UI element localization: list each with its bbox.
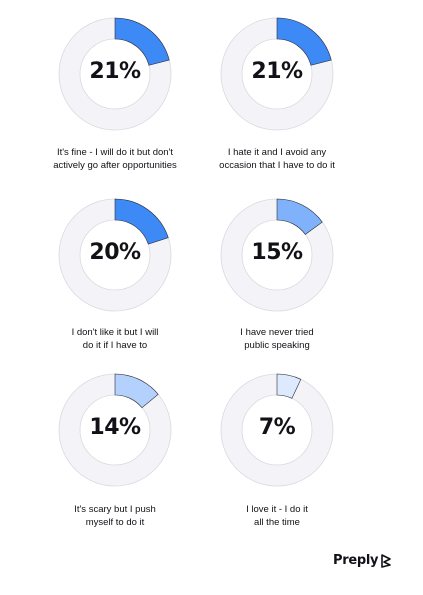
- donut-percent-label: 7%: [258, 415, 296, 440]
- donut-slice: [114, 17, 170, 66]
- donut-slice: [114, 373, 159, 409]
- donut-chart-1: 21% It's fine - I will do it but don't act…: [53, 17, 208, 176]
- donut-slice: [276, 17, 332, 66]
- donut-category-label-line: It's fine - I will do it but don't: [56, 147, 174, 158]
- donut-ring: [220, 17, 334, 131]
- preply-logo: Preply: [333, 553, 392, 568]
- donut-category-label: I don't like it but I will do it if I hav…: [40, 326, 190, 352]
- donut-category-label-line: myself to do it: [85, 517, 145, 528]
- donut-category-label-line: public speaking: [244, 340, 310, 351]
- donut-ring: [58, 373, 172, 487]
- donut-ring: [58, 198, 172, 312]
- donut-chart-2: 21% I hate it and I avoid any occasion tha…: [219, 17, 370, 176]
- donut-category-label-line: I have never tried: [240, 327, 314, 338]
- donut-chart-6: 7% I love it - I do it all the time: [220, 373, 370, 533]
- donut-ring: [220, 198, 334, 312]
- donut-slice: [114, 198, 169, 245]
- donut-category-label-line: occasion that I have to do it: [219, 160, 335, 171]
- donut-percent-label: 21%: [251, 59, 303, 84]
- donut-category-label: I love it - I do it all the time: [202, 503, 352, 529]
- donut-category-label-line: do it if I have to: [82, 340, 148, 351]
- donut-category-label: I hate it and I avoid any occasion that I…: [202, 146, 352, 172]
- donut-category-label-line: all the time: [254, 517, 300, 528]
- donut-category-label: It's scary but I push myself to do it: [40, 503, 190, 529]
- donut-category-label-line: I hate it and I avoid any: [227, 147, 327, 158]
- donut-chart-5: 14% It's scary but I push myself to do it: [58, 373, 208, 533]
- donut-ring: [220, 373, 334, 487]
- brand-name: Preply: [333, 553, 379, 568]
- donut-category-label-line: I don't like it but I will: [71, 327, 159, 338]
- donut-category-label: I have never tried public speaking: [202, 326, 352, 352]
- donut-category-label: It's fine - I will do it but don't active…: [40, 146, 190, 172]
- donut-slice: [276, 198, 323, 235]
- donut-slice: [276, 373, 302, 399]
- donut-ring: [58, 17, 172, 131]
- donut-chart-4: 15% I have never tried public speaking: [220, 198, 370, 356]
- donut-category-label-line: I love it - I do it: [246, 504, 308, 515]
- donut-percent-label: 20%: [89, 240, 141, 265]
- donut-chart-3: 20% I don't like it but I will do it if I …: [58, 198, 208, 356]
- donut-percent-label: 21%: [89, 59, 141, 84]
- preply-mark-icon: [381, 553, 392, 568]
- donut-category-label-line: actively go after opportunities: [53, 160, 177, 171]
- donut-category-label-line: It's scary but I push: [74, 504, 156, 515]
- donut-percent-label: 15%: [251, 240, 303, 265]
- donut-percent-label: 14%: [89, 415, 141, 440]
